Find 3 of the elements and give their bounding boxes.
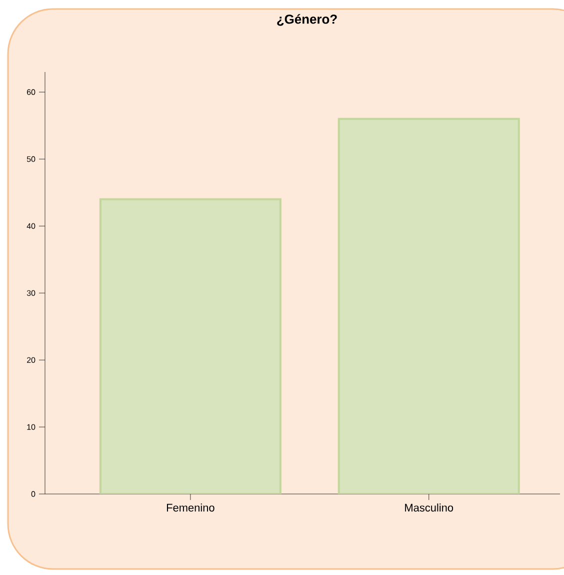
- x-tick-label: Femenino: [166, 504, 214, 512]
- x-tick-label: Masculino: [405, 504, 454, 512]
- chart-title: ¿Género?: [277, 14, 337, 26]
